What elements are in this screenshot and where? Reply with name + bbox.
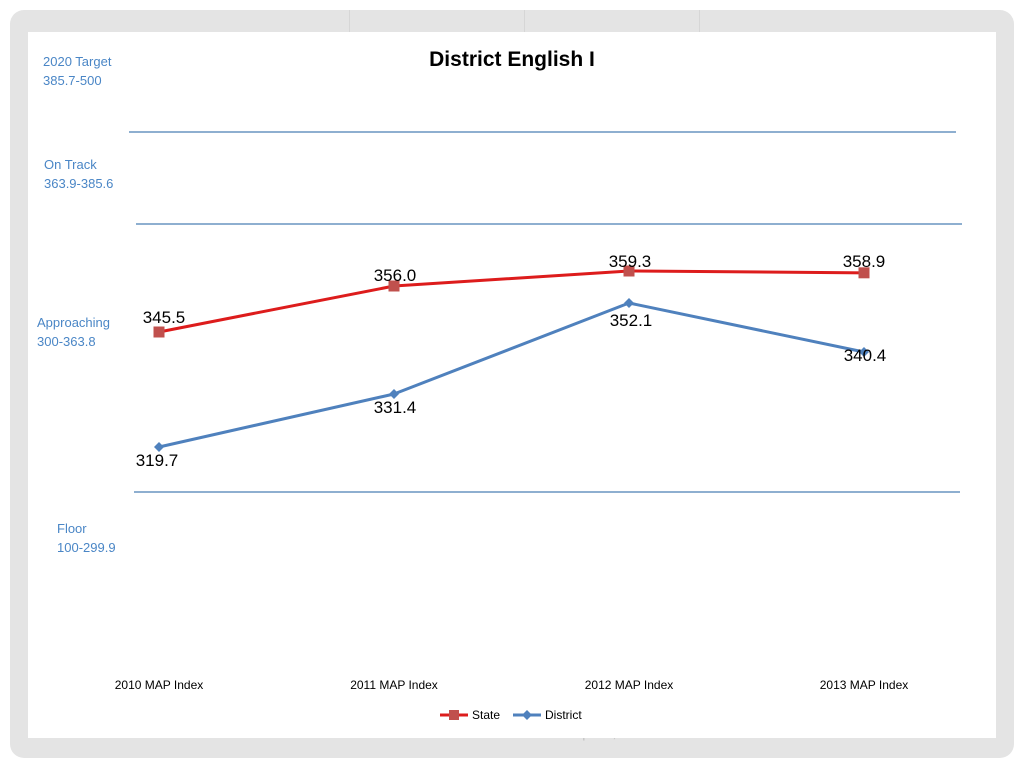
legend: State District (440, 708, 582, 722)
frame-divider (699, 10, 700, 32)
band-label: Approaching (37, 315, 110, 330)
state-data-label: 358.9 (843, 252, 886, 271)
state-marker (388, 280, 400, 292)
district-marker (389, 389, 399, 399)
chart-panel (28, 32, 996, 738)
band-range-label: 385.7-500 (43, 73, 102, 88)
x-tick-label: 2010 MAP Index (115, 678, 204, 692)
x-tick-label: 2012 MAP Index (585, 678, 674, 692)
legend-state-marker (449, 710, 459, 720)
state-marker (623, 265, 635, 277)
district-data-label: 319.7 (136, 451, 179, 470)
x-tick-label: 2011 MAP Index (350, 678, 438, 692)
district-data-label: 352.1 (610, 311, 653, 330)
chart-title: District English I (429, 48, 595, 71)
state-series-line (158, 269, 865, 334)
district-series-line (158, 301, 865, 449)
state-marker (858, 267, 870, 279)
band-range-label: 300-363.8 (37, 334, 96, 349)
legend-district-label: District (545, 708, 582, 722)
x-axis: 2010 MAP Index 2011 MAP Index 2012 MAP Ind… (115, 678, 909, 692)
state-data-label: 356.0 (374, 266, 417, 285)
band-label: On Track (44, 157, 97, 172)
band-layer: 2020 Target 385.7-500 On Track 363.9-385.6 A… (37, 54, 962, 555)
district-marker (624, 298, 634, 308)
band-range-label: 100-299.9 (57, 540, 116, 555)
x-tick-label: 2013 MAP Index (820, 678, 909, 692)
state-data-label: 359.3 (609, 252, 652, 271)
series-layer (153, 265, 870, 452)
band-range-label: 363.9-385.6 (44, 176, 113, 191)
state-data-label: 345.5 (143, 308, 186, 327)
state-marker (153, 326, 165, 338)
frame-divider (349, 10, 350, 32)
district-data-label: 331.4 (374, 398, 417, 417)
district-marker (154, 442, 164, 452)
band-label: 2020 Target (43, 54, 112, 69)
legend-district-marker (522, 710, 532, 720)
frame-divider (524, 10, 525, 32)
band-label: Floor (57, 521, 87, 536)
data-label-layer: 345.5 356.0 359.3 358.9 319.7 331.4 352.1 340.4 (136, 252, 887, 470)
district-data-label: 340.4 (844, 346, 887, 365)
district-marker (859, 347, 869, 357)
legend-state-label: State (472, 708, 500, 722)
